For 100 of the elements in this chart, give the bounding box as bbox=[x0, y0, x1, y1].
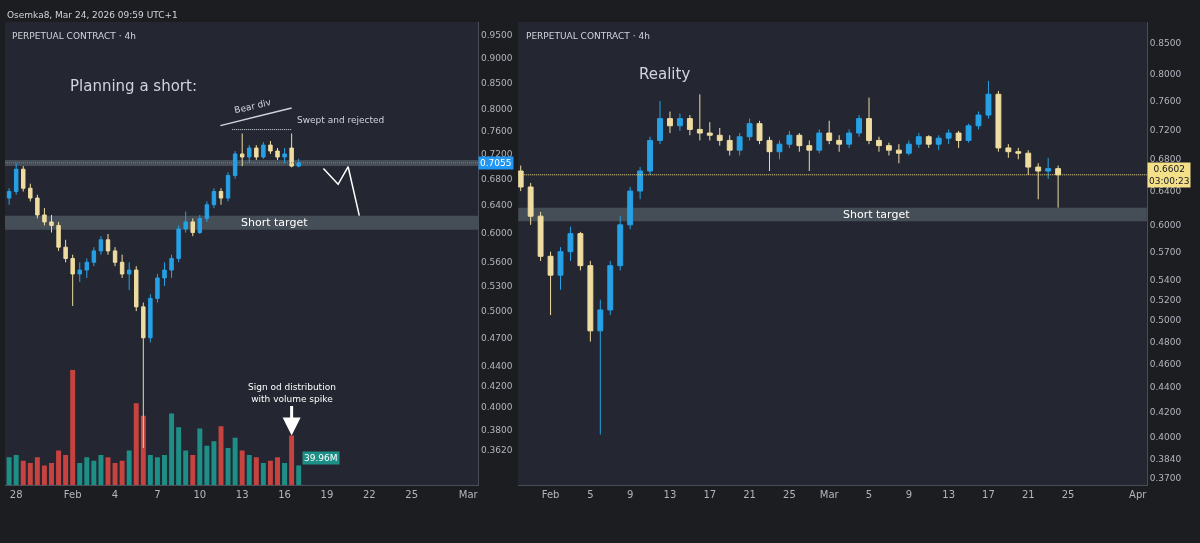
bar bbox=[232, 437, 238, 485]
bar bbox=[147, 455, 153, 485]
candlestick bbox=[49, 214, 54, 234]
y-tick-label: 0.3620 bbox=[481, 445, 513, 456]
candlestick bbox=[190, 217, 195, 237]
candlestick bbox=[786, 130, 793, 149]
candlestick bbox=[1005, 143, 1012, 159]
candlestick bbox=[148, 293, 153, 343]
x-tick-label: 25 bbox=[405, 489, 419, 500]
candlestick bbox=[925, 134, 932, 149]
candlestick bbox=[806, 139, 813, 172]
candlestick bbox=[816, 128, 823, 154]
y-tick-label: 0.5200 bbox=[1149, 294, 1182, 305]
bar bbox=[296, 465, 302, 485]
candlestick bbox=[1025, 149, 1032, 176]
y-tick-label: 0.4200 bbox=[1149, 406, 1182, 417]
candlestick bbox=[567, 226, 574, 262]
candlestick bbox=[232, 150, 238, 180]
candlestick bbox=[247, 144, 252, 164]
candlestick bbox=[965, 123, 972, 144]
candlestick bbox=[935, 134, 942, 151]
x-tick-label: 10 bbox=[193, 489, 207, 500]
bar bbox=[20, 460, 26, 485]
bar bbox=[27, 463, 33, 485]
bar bbox=[154, 457, 160, 485]
candlestick bbox=[736, 132, 743, 156]
y-tick-label: 0.5300 bbox=[481, 281, 513, 292]
candlestick bbox=[162, 261, 167, 287]
x-tick-label: 13 bbox=[235, 489, 249, 500]
candlestick bbox=[696, 93, 703, 141]
candlestick bbox=[1015, 147, 1022, 160]
candlestick bbox=[895, 143, 902, 164]
bar bbox=[239, 450, 245, 485]
ref-line-label: 0.6602 03:00:23 bbox=[1149, 164, 1190, 186]
candlestick bbox=[667, 111, 673, 134]
line-series bbox=[322, 165, 361, 217]
candlestick bbox=[21, 165, 26, 192]
y-tick-label: 0.5000 bbox=[1149, 315, 1182, 326]
candlestick bbox=[282, 147, 287, 164]
bar bbox=[126, 450, 132, 485]
annotation: Planning a short: bbox=[70, 77, 197, 95]
candlestick bbox=[56, 221, 61, 252]
band-label: Short target bbox=[843, 208, 911, 221]
y-tick-label: 0.7600 bbox=[481, 125, 513, 136]
candlestick bbox=[547, 251, 554, 316]
y-tick-label: 0.4600 bbox=[1149, 359, 1182, 370]
y-tick-label: 0.6800 bbox=[481, 173, 513, 184]
x-tick-label: Mar bbox=[458, 489, 479, 500]
x-tick-label: 7 bbox=[154, 489, 161, 500]
candlestick bbox=[995, 90, 1002, 153]
candlestick bbox=[915, 132, 922, 149]
candlestick bbox=[677, 113, 683, 132]
y-tick-label: 0.4400 bbox=[481, 361, 513, 372]
candlestick bbox=[77, 261, 82, 283]
x-tick-label: 21 bbox=[743, 489, 756, 500]
bar bbox=[211, 441, 217, 485]
y-tick-label: 0.6400 bbox=[1149, 186, 1182, 197]
candlestick bbox=[518, 165, 524, 192]
candlestick bbox=[42, 207, 47, 226]
x-tick-label: 25 bbox=[1061, 489, 1075, 500]
x-tick-label: 17 bbox=[982, 489, 995, 500]
candlestick bbox=[225, 171, 231, 202]
candlestick bbox=[98, 235, 104, 256]
x-tick-label: 4 bbox=[111, 489, 119, 500]
bar bbox=[140, 415, 146, 485]
bar bbox=[162, 455, 167, 485]
candlestick bbox=[1045, 157, 1052, 180]
bar bbox=[56, 450, 62, 485]
candlestick bbox=[756, 120, 763, 145]
bar bbox=[34, 457, 40, 485]
y-tick-label: 0.8500 bbox=[481, 77, 513, 88]
candlestick bbox=[716, 127, 723, 147]
bar bbox=[253, 457, 259, 485]
candlestick bbox=[617, 215, 624, 271]
y-tick-label: 0.6000 bbox=[1149, 219, 1182, 230]
x-tick-label: 5 bbox=[587, 489, 594, 500]
y-tick-label: 0.4700 bbox=[481, 332, 513, 343]
bar bbox=[169, 413, 175, 485]
x-tick-label: 28 bbox=[9, 489, 23, 500]
candlestick bbox=[975, 111, 982, 130]
candlestick bbox=[607, 260, 614, 316]
y-tick-label: 0.5000 bbox=[481, 306, 513, 317]
candlestick bbox=[597, 299, 604, 435]
x-tick-label: 13 bbox=[663, 489, 677, 500]
candlestick bbox=[686, 114, 693, 136]
candlestick bbox=[955, 130, 962, 149]
candlestick bbox=[657, 100, 663, 145]
candlestick bbox=[1035, 162, 1042, 200]
band-label: Short target bbox=[241, 216, 309, 229]
y-tick-label: 0.4800 bbox=[1149, 336, 1182, 347]
candlestick bbox=[706, 121, 713, 141]
y-tick-label: 0.4000 bbox=[481, 402, 513, 413]
y-tick-label: 0.8500 bbox=[1149, 37, 1182, 48]
annotation: Sign od distribution with volume spike bbox=[248, 382, 336, 404]
x-tick-label: 5 bbox=[865, 489, 873, 500]
bar bbox=[41, 465, 47, 485]
candlestick bbox=[627, 186, 634, 230]
candlestick bbox=[261, 141, 266, 160]
y-tick-label: 0.8000 bbox=[481, 103, 513, 114]
candlestick bbox=[537, 211, 544, 262]
